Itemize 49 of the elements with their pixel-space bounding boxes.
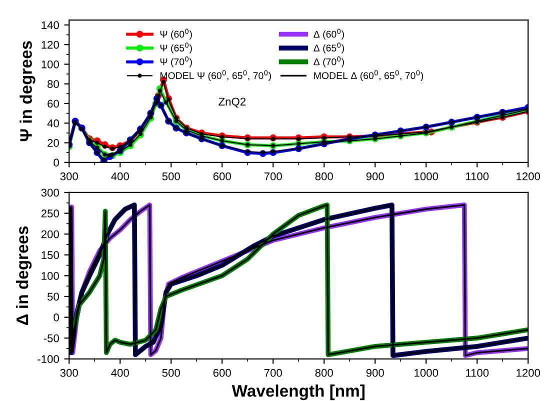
x-tick-label: 300 [60, 172, 78, 180]
x-tick-label: 700 [264, 368, 282, 377]
y-tick-label: 300 [41, 188, 59, 197]
legend-label: MODEL Ψ (60$^{0}$, 65$^{0}$, 70$^{0}$) [160, 70, 271, 81]
y-tick-label: 0 [54, 314, 59, 322]
x-tick-label: 1100 [466, 172, 489, 180]
x-tick-label: 400 [111, 172, 129, 180]
x-tick-label: 600 [213, 172, 231, 180]
legend-label: Ψ (65$^{0}$) [160, 42, 192, 54]
x-tick-label: 600 [213, 368, 231, 377]
x-axis-title: Wavelength [nm] [232, 384, 365, 400]
y-axis-title: Δ in degrees [16, 226, 32, 325]
y-tick-label: 60 [48, 100, 59, 108]
y-tick-label: 40 [47, 119, 59, 128]
y-tick-label: 100 [42, 272, 59, 280]
legend-label: Δ (70$^{0}$) [314, 56, 344, 68]
y-tick-label: -50 [44, 334, 59, 342]
x-tick-label: 900 [366, 368, 384, 377]
legend-label: MODEL Δ (60$^{0}$, 65$^{0}$, 70$^{0}$) [314, 70, 424, 81]
y-axis-title: Ψ in degrees [20, 41, 36, 142]
legend-label: Δ (65$^{0}$) [314, 42, 344, 54]
y-tick-label: 50 [47, 292, 59, 301]
annotation: ZnQ2 [218, 98, 246, 108]
x-tick-label: 1200 [516, 368, 540, 377]
legend-label: Ψ (70$^{0}$) [160, 56, 192, 68]
y-tick-label: 150 [42, 251, 59, 260]
x-tick-label: 1000 [414, 172, 438, 180]
x-tick-label: 700 [264, 172, 282, 180]
x-tick-label: 500 [162, 172, 180, 180]
x-tick-label: 500 [162, 368, 180, 377]
x-tick-label: 400 [111, 368, 129, 377]
x-tick-label: 300 [60, 368, 78, 377]
y-tick-label: 120 [42, 40, 59, 49]
x-tick-label: 800 [315, 172, 333, 180]
legend-label: Δ (60$^{0}$) [314, 28, 344, 40]
y-tick-label: 20 [48, 139, 59, 147]
y-tick-label: 200 [41, 230, 59, 238]
y-tick-label: 140 [42, 21, 59, 30]
y-tick-label: 250 [41, 210, 59, 218]
x-tick-label: 1000 [414, 368, 438, 377]
y-tick-label: -100 [38, 355, 59, 364]
y-tick-label: 100 [42, 60, 59, 68]
x-tick-label: 1100 [466, 368, 489, 377]
x-tick-label: 800 [315, 368, 333, 377]
x-tick-label: 900 [366, 172, 384, 180]
x-tick-label: 1200 [516, 172, 540, 180]
legend-label: Ψ (60$^{0}$) [160, 28, 192, 40]
y-tick-label: 0 [54, 158, 59, 167]
y-tick-label: 80 [48, 80, 59, 88]
